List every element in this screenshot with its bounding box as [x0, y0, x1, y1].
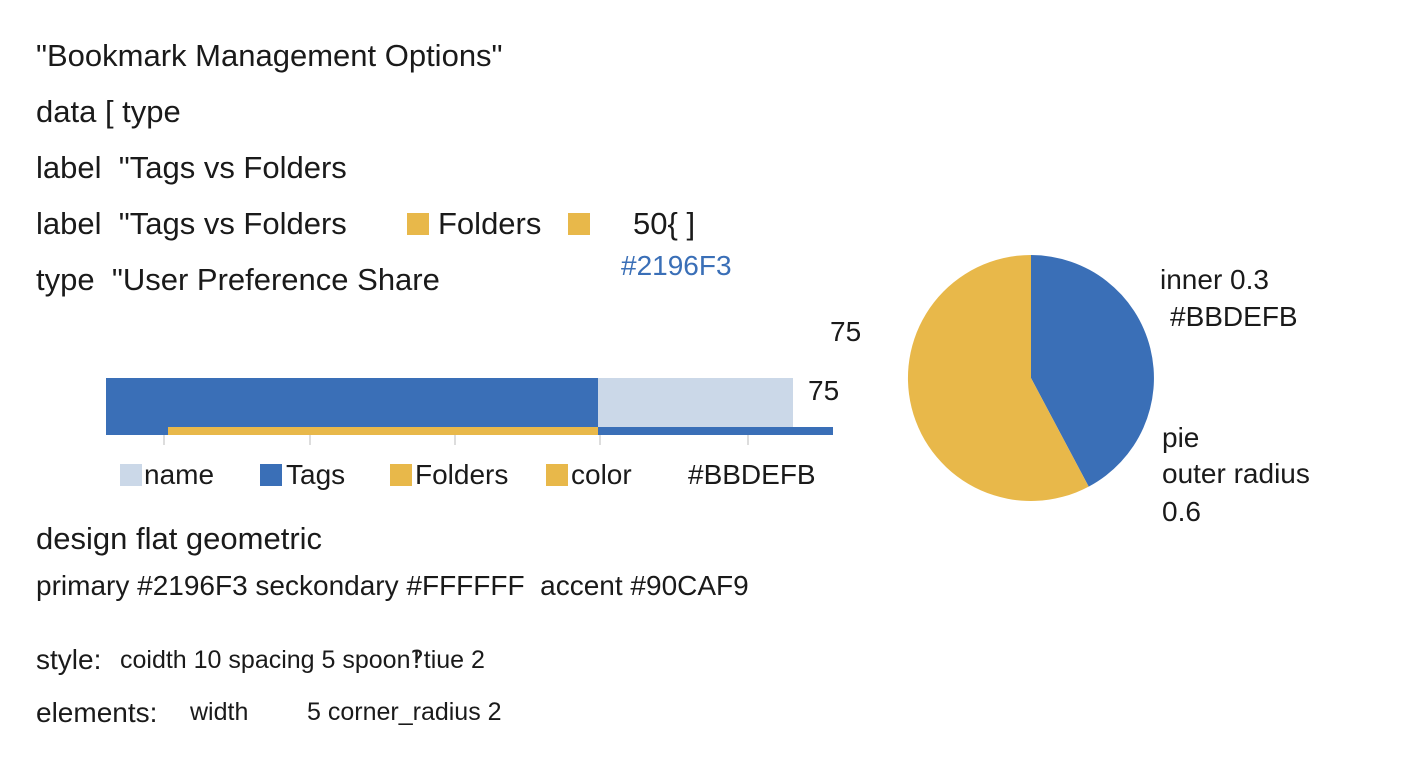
legend-label: Folders — [438, 206, 542, 241]
design-palette: primary #2196F3 seckondary #FFFFFF accen… — [36, 570, 749, 601]
pie-slice-folders — [907, 254, 1089, 501]
style-key: style: — [36, 644, 102, 675]
legend-swatch — [120, 464, 142, 486]
legend-label: Folders — [415, 459, 509, 490]
pie-note: 0.6 — [1162, 496, 1201, 527]
title: "Bookmark Management Options" — [36, 38, 503, 73]
elements-key: elements: — [36, 697, 158, 728]
spec-line: label "Tags vs Folders — [36, 206, 347, 241]
style-text: coidth 10 spacing 5 spoon‽tiue 2 — [120, 646, 485, 674]
pie-note: outer radius — [1162, 458, 1310, 489]
legend-swatch — [568, 213, 590, 235]
color-code: #2196F3 — [621, 250, 732, 281]
pie-note: inner 0.3 — [1160, 264, 1269, 295]
legend-label: Tags — [286, 459, 346, 490]
spec-line: type "User Preference Share — [36, 262, 440, 297]
legend-swatch — [390, 464, 412, 486]
bar-folders-thin — [168, 427, 598, 435]
bar-label: 75 — [808, 375, 840, 406]
bar-blue-thin — [598, 427, 833, 435]
bar-light — [598, 378, 793, 427]
spec-line: data [ type — [36, 94, 181, 129]
legend-label: #BBDEFB — [688, 459, 816, 490]
design-heading: design flat geometric — [36, 521, 323, 556]
elements-width: width — [190, 698, 249, 726]
legend-swatch — [546, 464, 568, 486]
bar-tags — [106, 378, 598, 435]
legend-label: name — [144, 459, 215, 490]
legend-label: color — [571, 459, 632, 490]
axis-ticks — [163, 435, 749, 445]
spec-line: label "Tags vs Folders — [36, 150, 347, 185]
legend-swatch — [407, 213, 429, 235]
value-text: 50{ ] — [633, 206, 696, 241]
pie-note: pie — [1162, 422, 1200, 453]
elements-text: 5 corner_radius 2 — [307, 698, 502, 726]
pie-slice-tags — [1031, 255, 1154, 487]
legend-swatch — [260, 464, 282, 486]
pie-note: #BBDEFB — [1170, 301, 1298, 332]
bar-label: 75 — [830, 316, 862, 347]
